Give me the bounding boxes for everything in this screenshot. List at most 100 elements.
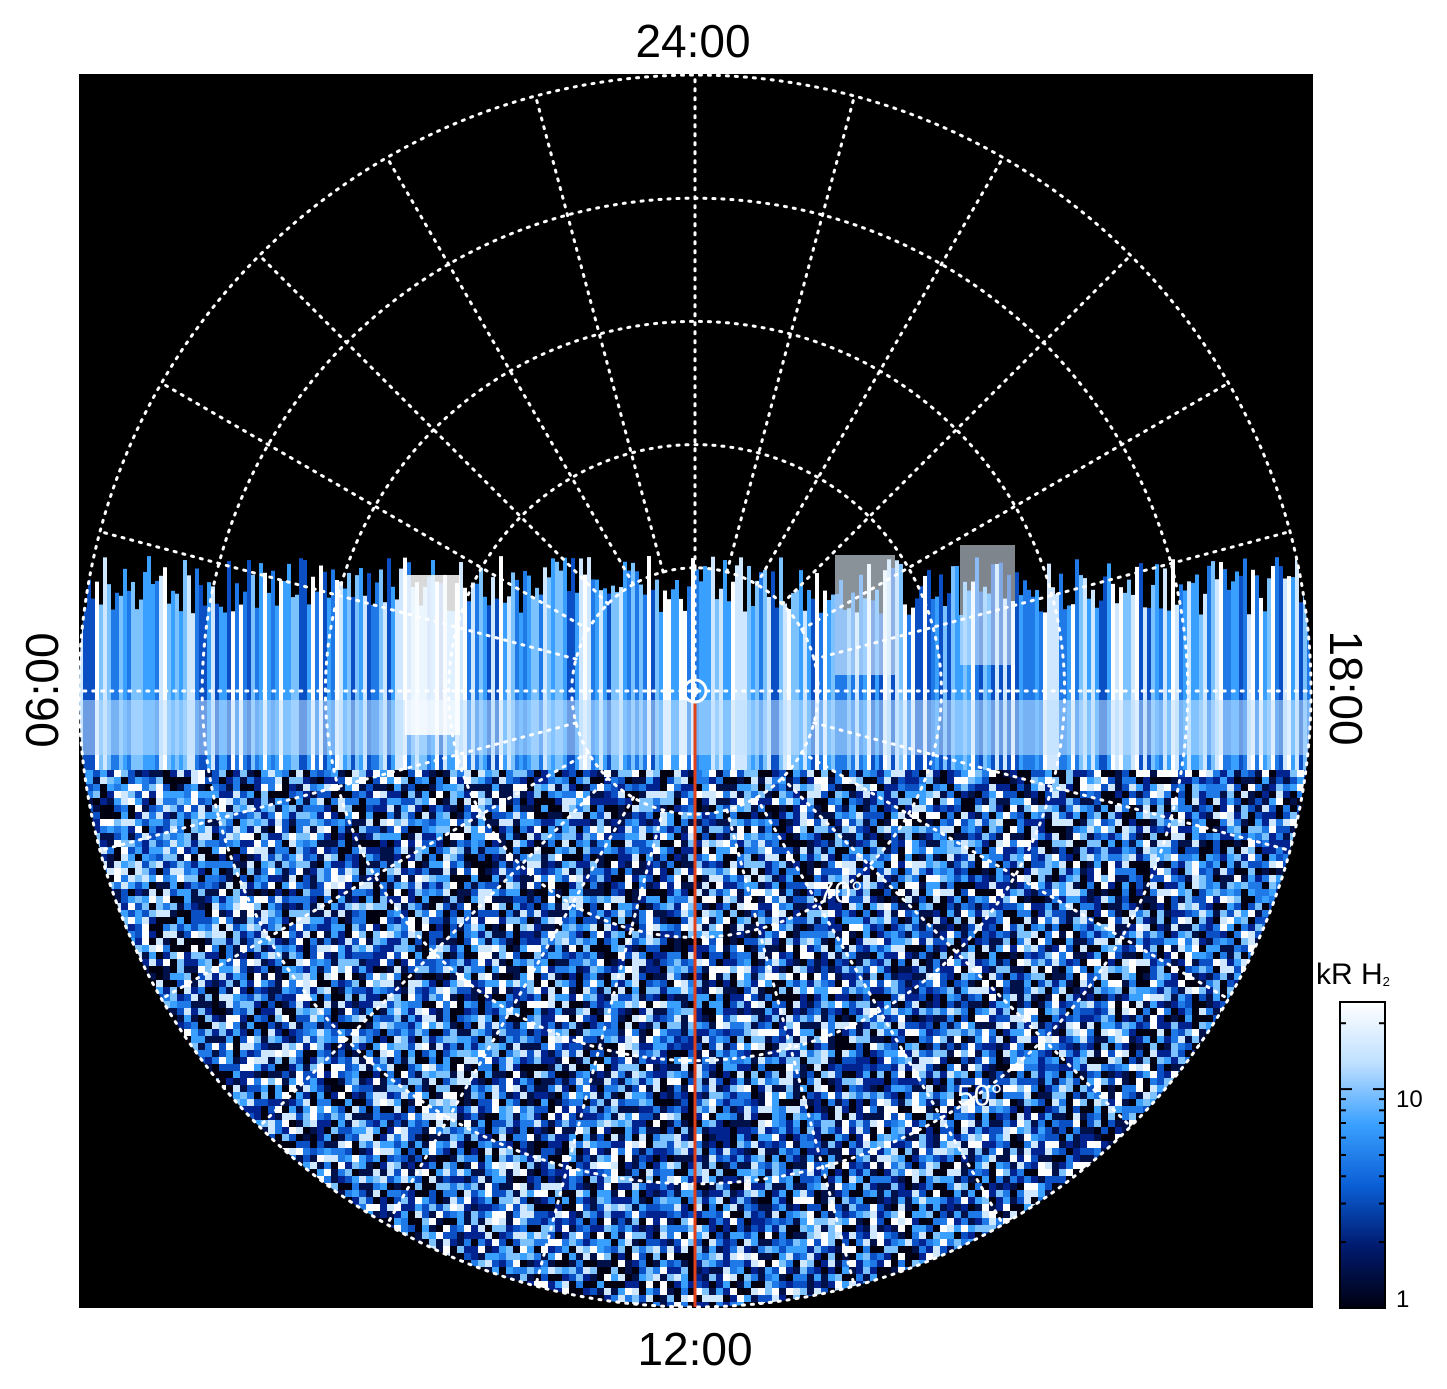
emission-pixel — [478, 875, 485, 882]
emission-pixel — [303, 917, 310, 924]
emission-pixel — [954, 917, 961, 924]
emission-pixel — [1059, 854, 1066, 861]
emission-pixel — [1087, 777, 1094, 784]
emission-pixel — [1164, 931, 1171, 938]
emission-pixel — [219, 931, 226, 938]
emission-pixel — [1290, 770, 1297, 777]
emission-pixel — [1010, 833, 1017, 840]
emission-pixel — [415, 812, 422, 819]
emission-pixel — [1283, 798, 1290, 805]
emission-pixel — [1038, 875, 1045, 882]
emission-pixel — [618, 896, 625, 903]
emission-pixel — [275, 861, 282, 868]
emission-pixel — [205, 833, 212, 840]
emission-pixel — [149, 798, 156, 805]
emission-pixel — [730, 938, 737, 945]
emission-pixel — [933, 882, 940, 889]
emission-pixel — [1206, 819, 1213, 826]
emission-pixel — [324, 868, 331, 875]
emission-pixel — [93, 770, 100, 777]
emission-pixel — [653, 959, 660, 966]
emission-pixel — [485, 917, 492, 924]
emission-pixel — [877, 882, 884, 889]
emission-pixel — [1031, 896, 1038, 903]
emission-pixel — [863, 826, 870, 833]
emission-pixel — [1066, 833, 1073, 840]
emission-pixel — [534, 819, 541, 826]
emission-pixel — [604, 805, 611, 812]
emission-pixel — [380, 784, 387, 791]
emission-pixel — [765, 882, 772, 889]
emission-pixel — [877, 819, 884, 826]
emission-pixel — [765, 896, 772, 903]
emission-pixel — [905, 798, 912, 805]
emission-pixel — [422, 868, 429, 875]
emission-pixel — [142, 938, 149, 945]
emission-pixel — [1017, 959, 1024, 966]
emission-pixel — [604, 938, 611, 945]
emission-pixel — [681, 938, 688, 945]
emission-pixel — [436, 847, 443, 854]
emission-pixel — [1045, 903, 1052, 910]
emission-pixel — [576, 784, 583, 791]
emission-pixel — [863, 882, 870, 889]
emission-pixel — [1066, 917, 1073, 924]
emission-pixel — [814, 847, 821, 854]
emission-pixel — [457, 791, 464, 798]
emission-pixel — [793, 903, 800, 910]
emission-pixel — [296, 770, 303, 777]
emission-pixel — [338, 945, 345, 952]
emission-pixel — [1255, 854, 1262, 861]
emission-pixel — [457, 945, 464, 952]
emission-pixel — [814, 854, 821, 861]
emission-pixel — [940, 945, 947, 952]
emission-pixel — [744, 833, 751, 840]
emission-pixel — [961, 805, 968, 812]
emission-pixel — [352, 952, 359, 959]
emission-pixel — [793, 805, 800, 812]
emission-pixel — [401, 805, 408, 812]
emission-pixel — [611, 938, 618, 945]
emission-pixel — [296, 910, 303, 917]
emission-pixel — [961, 868, 968, 875]
emission-pixel — [1003, 938, 1010, 945]
emission-pixel — [247, 847, 254, 854]
emission-pixel — [800, 861, 807, 868]
emission-pixel — [184, 910, 191, 917]
emission-pixel — [765, 875, 772, 882]
emission-pixel — [163, 854, 170, 861]
emission-pixel — [765, 938, 772, 945]
emission-pixel — [177, 805, 184, 812]
emission-pixel — [506, 903, 513, 910]
emission-pixel — [1024, 861, 1031, 868]
emission-pixel — [1059, 819, 1066, 826]
emission-pixel — [1192, 924, 1199, 931]
emission-pixel — [968, 784, 975, 791]
emission-pixel — [898, 784, 905, 791]
emission-pixel — [254, 770, 261, 777]
emission-pixel — [1227, 819, 1234, 826]
emission-pixel — [163, 791, 170, 798]
emission-pixel — [912, 938, 919, 945]
emission-pixel — [1262, 875, 1269, 882]
emission-pixel — [1206, 840, 1213, 847]
emission-pixel — [1122, 952, 1129, 959]
emission-pixel — [401, 861, 408, 868]
emission-pixel — [667, 959, 674, 966]
emission-pixel — [1185, 896, 1192, 903]
emission-pixel — [632, 889, 639, 896]
emission-pixel — [520, 798, 527, 805]
emission-pixel — [604, 791, 611, 798]
emission-pixel — [499, 812, 506, 819]
emission-pixel — [632, 777, 639, 784]
emission-pixel — [583, 854, 590, 861]
emission-pixel — [716, 903, 723, 910]
emission-pixel — [142, 868, 149, 875]
emission-pixel — [702, 945, 709, 952]
emission-pixel — [863, 952, 870, 959]
emission-pixel — [520, 805, 527, 812]
emission-pixel — [716, 819, 723, 826]
emission-pixel — [618, 805, 625, 812]
emission-pixel — [1080, 931, 1087, 938]
emission-pixel — [709, 875, 716, 882]
